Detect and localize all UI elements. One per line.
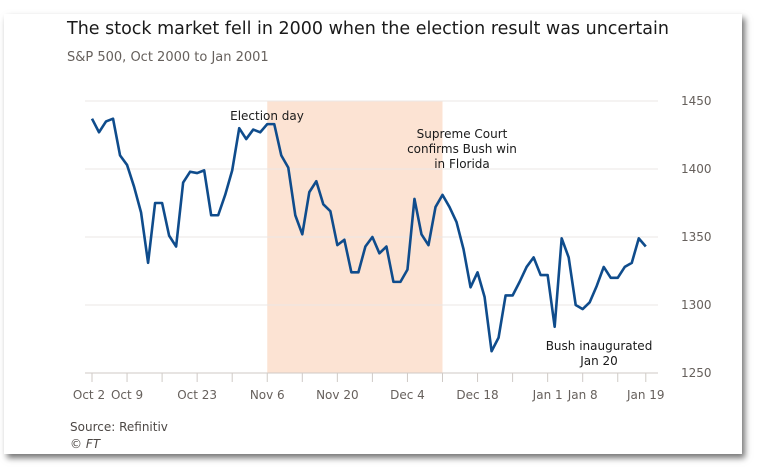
annotation-supreme-court: Supreme Court — [417, 127, 508, 141]
y-tick-label: 1400 — [681, 162, 712, 176]
x-tick-label: Jan 8 — [567, 388, 598, 402]
x-tick-label: Nov 6 — [250, 388, 285, 402]
annotation-supreme-court: in Florida — [434, 157, 490, 171]
x-tick-label: Nov 20 — [316, 388, 359, 402]
y-tick-label: 1250 — [681, 366, 712, 380]
y-tick-label: 1300 — [681, 298, 712, 312]
x-tick-label: Oct 23 — [177, 388, 217, 402]
x-tick-label: Oct 2 — [73, 388, 105, 402]
x-tick-label: Dec 18 — [456, 388, 498, 402]
annotation-supreme-court: confirms Bush win — [407, 142, 517, 156]
chart-title: The stock market fell in 2000 when the e… — [67, 19, 669, 39]
y-tick-label: 1450 — [681, 94, 712, 108]
x-tick-label: Dec 4 — [390, 388, 425, 402]
chart-subtitle: S&P 500, Oct 2000 to Jan 2001 — [67, 50, 269, 65]
source-note: Source: Refinitiv — [70, 420, 168, 434]
annotation-inauguration: Bush inaugurated — [546, 339, 653, 353]
annotation-inauguration: Jan 20 — [579, 354, 618, 368]
copyright-note: © FT — [70, 437, 101, 451]
annotation-election-day: Election day — [230, 109, 304, 123]
y-tick-label: 1350 — [681, 230, 712, 244]
x-tick-label: Oct 9 — [111, 388, 143, 402]
sp500-line — [90, 117, 647, 353]
x-tick-label: Jan 19 — [626, 388, 665, 402]
x-tick-label: Jan 1 — [532, 388, 563, 402]
